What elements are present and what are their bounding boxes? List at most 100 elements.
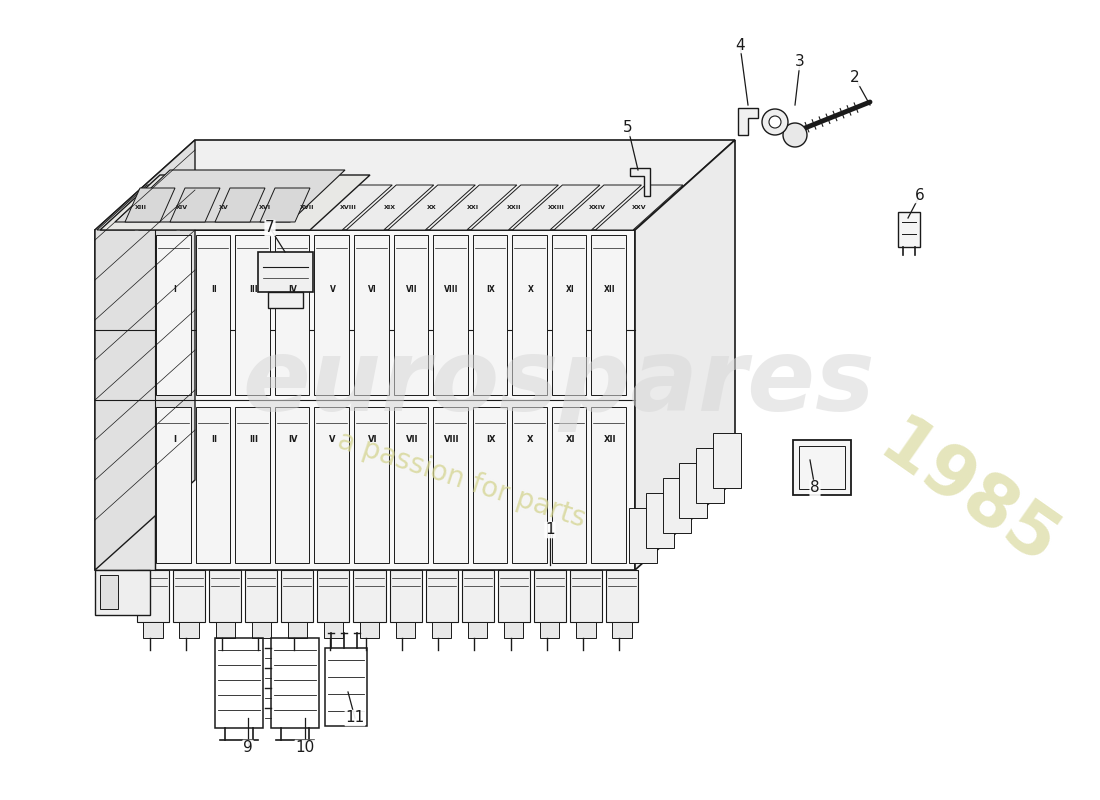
Bar — [275, 235, 309, 395]
Bar — [433, 407, 468, 563]
Polygon shape — [630, 168, 650, 196]
Text: XIII: XIII — [135, 205, 146, 210]
Polygon shape — [95, 230, 155, 570]
Text: 8: 8 — [811, 481, 819, 495]
Bar — [360, 622, 379, 638]
Bar — [235, 407, 270, 563]
Polygon shape — [116, 170, 345, 222]
Polygon shape — [95, 230, 635, 570]
Text: IV: IV — [288, 286, 297, 294]
Polygon shape — [305, 185, 393, 230]
Text: VII: VII — [406, 435, 418, 445]
Bar — [552, 407, 586, 563]
Bar — [504, 622, 524, 638]
Text: XI: XI — [565, 286, 574, 294]
Bar — [324, 648, 367, 726]
Bar — [469, 622, 487, 638]
Polygon shape — [180, 185, 267, 230]
Text: 2: 2 — [850, 70, 860, 86]
Text: 3: 3 — [795, 54, 805, 70]
Text: 6: 6 — [915, 187, 925, 202]
Bar — [462, 570, 494, 622]
Text: XI: XI — [565, 435, 575, 445]
Text: VI: VI — [367, 435, 377, 445]
Bar — [156, 235, 190, 395]
Text: VII: VII — [406, 286, 418, 294]
Bar — [426, 570, 458, 622]
Polygon shape — [125, 188, 175, 222]
Text: XVI: XVI — [260, 205, 272, 210]
Bar — [318, 570, 350, 622]
Text: X: X — [527, 435, 534, 445]
Bar — [799, 446, 845, 489]
Text: XXII: XXII — [507, 205, 521, 210]
Polygon shape — [738, 108, 758, 135]
Bar — [592, 407, 626, 563]
Bar — [288, 622, 307, 638]
Text: 11: 11 — [345, 710, 364, 726]
Polygon shape — [170, 188, 220, 222]
Text: III: III — [249, 286, 257, 294]
Circle shape — [762, 109, 788, 135]
Bar — [354, 407, 388, 563]
Text: X: X — [528, 286, 534, 294]
Text: II: II — [211, 435, 217, 445]
Text: V: V — [330, 286, 336, 294]
Bar — [138, 570, 169, 622]
Text: XX: XX — [427, 205, 437, 210]
Bar — [353, 570, 385, 622]
Bar — [173, 570, 205, 622]
Text: XII: XII — [604, 286, 616, 294]
Text: XXIV: XXIV — [590, 205, 606, 210]
Text: XIV: XIV — [176, 205, 188, 210]
Polygon shape — [471, 185, 559, 230]
Polygon shape — [554, 185, 641, 230]
Text: 1: 1 — [546, 522, 554, 538]
Text: 1985: 1985 — [866, 410, 1070, 582]
Text: XXI: XXI — [468, 205, 480, 210]
Bar — [898, 212, 920, 247]
Text: XXIII: XXIII — [548, 205, 564, 210]
Bar — [179, 622, 199, 638]
Bar — [534, 570, 565, 622]
Polygon shape — [713, 433, 740, 487]
Polygon shape — [260, 188, 310, 222]
Bar — [394, 407, 428, 563]
Text: VIII: VIII — [444, 286, 459, 294]
Bar — [354, 235, 388, 395]
Bar — [473, 235, 507, 395]
Bar — [592, 235, 626, 395]
Polygon shape — [95, 140, 195, 570]
Bar — [268, 292, 302, 308]
Bar — [793, 440, 851, 495]
Bar — [143, 622, 163, 638]
Polygon shape — [139, 185, 227, 230]
Bar — [513, 407, 547, 563]
Bar — [216, 622, 234, 638]
Bar — [252, 622, 271, 638]
Polygon shape — [97, 185, 185, 230]
Bar — [258, 252, 314, 292]
Circle shape — [783, 123, 807, 147]
Text: IV: IV — [288, 435, 298, 445]
Text: XVII: XVII — [299, 205, 315, 210]
Bar — [196, 407, 230, 563]
Text: eurospares: eurospares — [242, 335, 875, 433]
Text: VI: VI — [367, 286, 376, 294]
Polygon shape — [221, 185, 309, 230]
Polygon shape — [696, 447, 724, 502]
Text: XV: XV — [219, 205, 229, 210]
Bar — [389, 570, 421, 622]
Circle shape — [636, 182, 644, 190]
Bar — [576, 622, 595, 638]
Text: 9: 9 — [243, 741, 253, 755]
Polygon shape — [388, 185, 475, 230]
Text: 4: 4 — [735, 38, 745, 53]
Bar — [552, 235, 586, 395]
Polygon shape — [646, 493, 674, 547]
Polygon shape — [429, 185, 517, 230]
Bar — [473, 407, 507, 563]
Polygon shape — [214, 188, 265, 222]
Bar — [432, 622, 451, 638]
Text: XIX: XIX — [384, 205, 396, 210]
